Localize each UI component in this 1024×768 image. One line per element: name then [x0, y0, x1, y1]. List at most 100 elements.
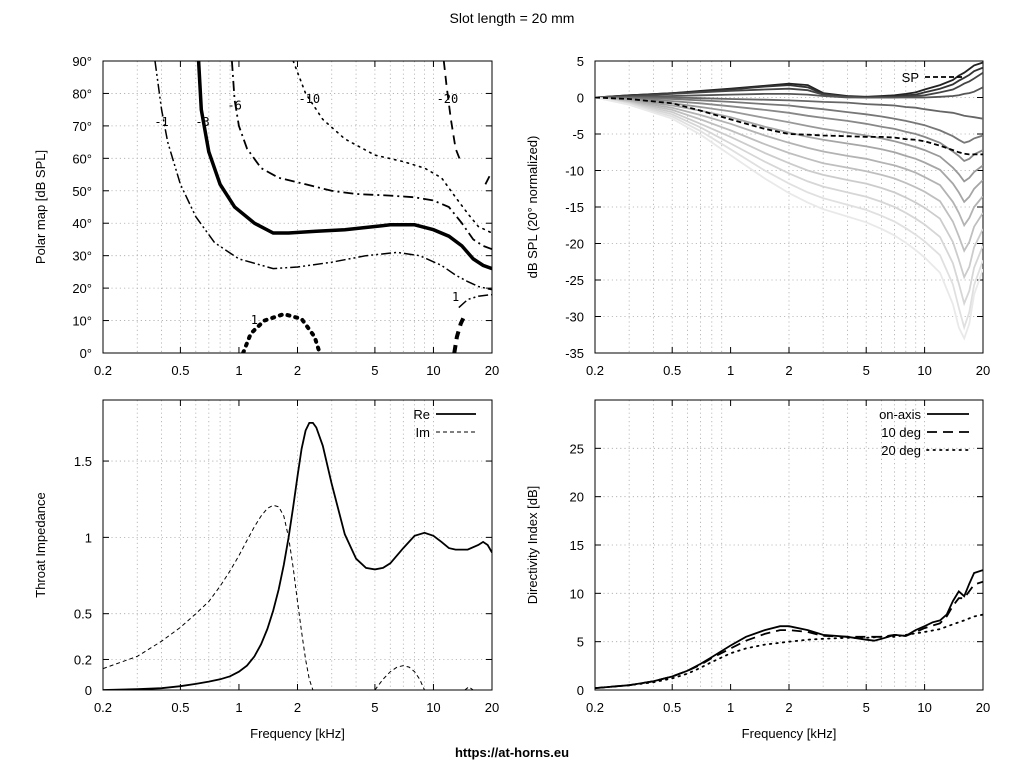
y-tick-label: 10: [570, 586, 584, 601]
contour-label: 1: [452, 290, 459, 304]
contour-line--1: [154, 61, 492, 291]
y-tick-label: 15: [570, 538, 584, 553]
spl-series-angle-14: [595, 96, 983, 341]
x-tick-label: 10: [426, 363, 440, 378]
spl-series-group: [595, 61, 983, 341]
y-axis-label: Throat Impedance: [33, 492, 48, 598]
y-tick-label: 70°: [72, 119, 92, 134]
y-tick-label: 30°: [72, 249, 92, 264]
impedance-series-im-segment: [464, 686, 474, 690]
contour-line--20: [442, 61, 462, 162]
spl-series-angle-9: [595, 96, 983, 228]
y-tick-label: 0: [577, 683, 584, 698]
x-tick-label: 5: [371, 700, 378, 715]
x-tick-label: 10: [917, 700, 931, 715]
x-tick-label: 20: [976, 700, 990, 715]
x-tick-label: 1: [727, 363, 734, 378]
legend: Re Im: [413, 407, 476, 440]
x-tick-label: 0.2: [586, 700, 604, 715]
spl-series-angle-8: [595, 96, 983, 204]
y-tick-label: 0.5: [74, 607, 92, 622]
impedance-series-re: [103, 422, 492, 690]
polar-map-panel: 0.2 0.5 1 2 5 10 20 0° 10° 20° 30° 40° 50° 60° 70° 80° 9…: [33, 54, 499, 378]
x-tick-label: 0.5: [663, 363, 681, 378]
legend-label-im: Im: [416, 425, 430, 440]
x-tick-label: 10: [917, 363, 931, 378]
legend-label-20-deg: 20 deg: [881, 443, 921, 458]
y-axis-label: Directivity Index [dB]: [525, 486, 540, 605]
grid: [102, 400, 493, 691]
grid: [594, 400, 984, 691]
plot-frame: [102, 399, 493, 691]
y-tick-label: 0: [85, 683, 92, 698]
legend: on-axis 10 deg 20 deg: [879, 407, 970, 458]
spl-series-angle-4: [595, 96, 983, 120]
legend-label-sp: SP: [902, 70, 919, 85]
x-tick-label: 20: [485, 700, 499, 715]
legend-label-on-axis: on-axis: [879, 407, 921, 422]
contour-line-1b: [452, 316, 466, 353]
spl-series-angle-6: [595, 96, 983, 163]
legend-label-re: Re: [413, 407, 430, 422]
x-tick-label: 2: [294, 363, 301, 378]
x-tick-label: 5: [863, 700, 870, 715]
x-tick-label: 2: [294, 700, 301, 715]
y-tick-label: -30: [565, 310, 584, 325]
x-tick-label: 0.2: [94, 700, 112, 715]
contour-label: -1: [154, 115, 168, 129]
y-tick-label: -10: [565, 164, 584, 179]
y-axis-label: dB SPL (20° normalized): [525, 136, 540, 279]
y-tick-label: -15: [565, 200, 584, 215]
contour-label: 1: [251, 313, 258, 327]
contour-line--6: [231, 61, 492, 251]
y-axis-label: Polar map [dB SPL]: [33, 150, 48, 264]
impedance-series-im-segment: [374, 665, 425, 690]
x-tick-label: 1: [727, 700, 734, 715]
spl-series-angle-7: [595, 96, 983, 183]
di-series-10-deg: [595, 580, 983, 689]
di-series-20-deg: [595, 613, 983, 689]
y-tick-label: 60°: [72, 151, 92, 166]
y-tick-label: 50°: [72, 184, 92, 199]
x-tick-label: 20: [485, 363, 499, 378]
y-tick-label: 40°: [72, 216, 92, 231]
y-tick-label: 0°: [80, 346, 92, 361]
y-tick-label: 0: [577, 91, 584, 106]
contour-line--3: [196, 61, 492, 271]
spl-series-angle-10: [595, 96, 983, 253]
y-tick-label: 20: [570, 490, 584, 505]
x-tick-label: 0.5: [171, 700, 189, 715]
y-tick-label: 90°: [72, 54, 92, 69]
impedance-series-im: [103, 504, 314, 690]
spl-series-angle-5: [595, 96, 983, 144]
x-tick-label: 20: [976, 363, 990, 378]
x-tick-label: 0.2: [586, 363, 604, 378]
figure-title: Slot length = 20 mm: [450, 10, 575, 26]
y-tick-label: 5: [577, 635, 584, 650]
di-series-on-axis: [595, 569, 983, 689]
y-tick-label: 1.5: [74, 454, 92, 469]
y-tick-label: 25: [570, 441, 584, 456]
x-tick-label: 0.2: [94, 363, 112, 378]
legend-label-10-deg: 10 deg: [881, 425, 921, 440]
legend: SP: [902, 70, 965, 85]
spl-panel: 0.2 0.5 1 2 5 10 20 -35 -30 -25 -20 -15 -10 -5 0 5 dB SP…: [525, 54, 990, 378]
x-tick-label: 2: [785, 363, 792, 378]
contour-line--10: [292, 61, 492, 234]
y-tick-label: 0.2: [74, 652, 92, 667]
contour-label: -6: [227, 99, 241, 113]
contour-label: -20: [437, 92, 459, 106]
impedance-series-group: [103, 422, 492, 690]
contour-label: -10: [298, 92, 320, 106]
x-tick-label: 5: [371, 363, 378, 378]
di-series-group: [595, 569, 983, 689]
spl-series-angle-11: [595, 96, 983, 280]
x-tick-label: 2: [785, 700, 792, 715]
contour-line--1: [458, 293, 492, 309]
x-axis-label: Frequency [kHz]: [250, 726, 345, 741]
contour-label: -3: [195, 115, 209, 129]
footer-url: https://at-horns.eu: [455, 745, 569, 760]
